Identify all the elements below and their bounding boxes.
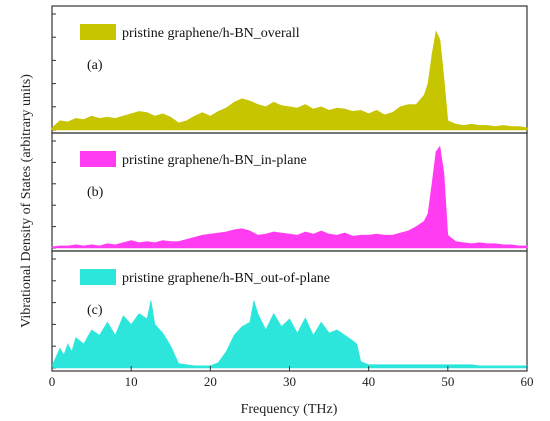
panel-label-3: (c) [87,303,103,318]
x-tick-label: 50 [441,374,454,389]
legend-label-1: pristine graphene/h-BN_overall [122,26,300,41]
legend-swatch-3 [80,269,116,285]
panel-label-1: (a) [87,58,103,73]
vdos-area-series-3 [51,300,528,369]
legend-label-3: pristine graphene/h-BN_out-of-plane [122,271,330,286]
legend-label-2: pristine graphene/h-BN_in-plane [122,153,307,168]
vdos-area-series-2 [51,145,528,249]
vdos-area-series-1 [51,30,528,131]
x-tick-label: 20 [204,374,217,389]
legend-swatch-1 [80,24,116,40]
x-ticks-group: 0 10 20 30 40 50 60 [49,366,534,389]
x-tick-label: 40 [362,374,375,389]
x-tick-label: 60 [521,374,534,389]
y-axis-title: Vibrational Density of States (arbitrary… [19,74,34,328]
panels-group: pristine graphene/h-BN_overall (a) pristin… [51,5,528,372]
x-tick-label: 0 [49,374,56,389]
panel-frame-2 [51,132,528,252]
x-tick-label: 30 [283,374,296,389]
x-axis-title: Frequency (THz) [241,402,338,417]
x-tick-label: 10 [125,374,138,389]
legend-swatch-2 [80,151,116,167]
panel-label-2: (b) [87,185,104,200]
